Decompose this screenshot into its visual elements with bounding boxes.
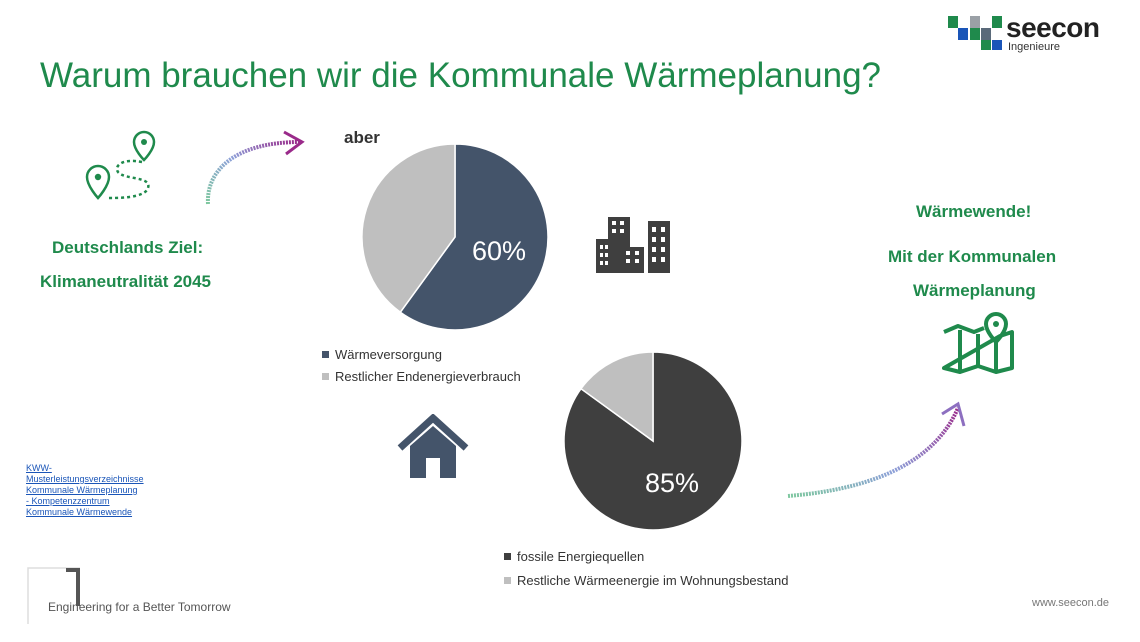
- pie-chart-fossile-share: 85%: [563, 351, 743, 531]
- pie2-legend-item-1: fossile Energiequellen: [504, 549, 644, 564]
- legend-swatch: [504, 577, 511, 584]
- municipal-line-2: Wärmeplanung: [913, 281, 1036, 300]
- municipal-line-1: Mit der Kommunalen: [888, 247, 1057, 266]
- corner-frame-icon: [27, 567, 80, 624]
- pie-data-label: 60%: [472, 236, 526, 266]
- footer-url: www.seecon.de: [1032, 597, 1110, 609]
- pie1-legend-item-2: Restlicher Endenergieverbrauch: [322, 369, 521, 384]
- seecon-logo-mark: [948, 16, 1002, 50]
- reference-link[interactable]: KWW-Musterleistungsverzeichnisse Kommuna…: [26, 463, 144, 517]
- goal-line-1: Deutschlands Ziel:: [52, 238, 204, 257]
- curved-arrow-2-icon: [787, 401, 966, 498]
- legend-label: Restliche Wärmeenergie im Wohnungsbestan…: [517, 573, 789, 588]
- map-pin-icon: [942, 312, 1014, 374]
- pie-slice-2: [579, 351, 654, 443]
- pie-data-label: 85%: [645, 468, 699, 498]
- pie-slice-1: [399, 143, 549, 331]
- buildings-icon: [596, 217, 670, 273]
- legend-swatch: [322, 351, 329, 358]
- house-icon: [397, 414, 469, 478]
- pie-slice-2: [361, 143, 456, 314]
- heat-transition-text: Wärmewende!: [916, 202, 1032, 221]
- legend-label: Restlicher Endenergieverbrauch: [335, 369, 521, 384]
- legend-swatch: [504, 553, 511, 560]
- pie-chart-heating-share: 60%: [361, 143, 549, 331]
- aber-label: aber: [344, 128, 380, 147]
- legend-swatch: [322, 373, 329, 380]
- curved-arrow-icon: [205, 130, 305, 205]
- pie1-legend-item-1: Wärmeversorgung: [322, 347, 442, 362]
- logo-text: seecon: [1006, 12, 1100, 43]
- legend-label: Wärmeversorgung: [335, 347, 442, 362]
- footer-tagline: Engineering for a Better Tomorrow: [48, 600, 231, 614]
- route-map-icon: [85, 130, 156, 200]
- goal-line-2: Klimaneutralität 2045: [40, 272, 212, 291]
- pie2-legend-item-2: Restliche Wärmeenergie im Wohnungsbestan…: [504, 573, 788, 588]
- legend-label: fossile Energiequellen: [517, 549, 645, 564]
- logo-subtitle: Ingenieure: [1008, 41, 1060, 53]
- page-title: Warum brauchen wir die Kommunale Wärmepl…: [40, 56, 882, 95]
